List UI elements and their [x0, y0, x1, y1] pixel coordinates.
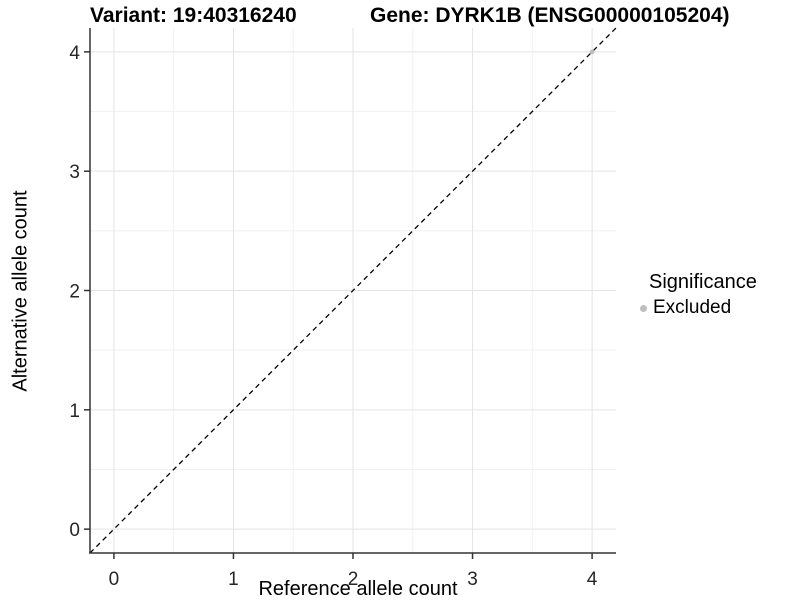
tick-marks — [84, 51, 593, 559]
plot-title-variant: Variant: 19:40316240 — [90, 4, 297, 27]
data-point — [589, 49, 595, 55]
svg-text:1: 1 — [69, 401, 80, 422]
x-axis-title: Reference allele count — [258, 578, 458, 600]
plot-title-gene: Gene: DYRK1B (ENSG00000105204) — [370, 4, 730, 27]
data-points — [589, 49, 595, 55]
svg-text:3: 3 — [467, 569, 478, 590]
svg-text:4: 4 — [69, 43, 80, 64]
major-gridlines — [90, 28, 616, 553]
identity-line — [89, 27, 617, 554]
x-tick-labels: 0 1 2 3 4 — [109, 569, 598, 590]
svg-text:0: 0 — [109, 569, 120, 590]
legend: Significance Excluded — [637, 271, 757, 319]
excluded-dot-icon — [640, 304, 647, 312]
svg-text:2: 2 — [69, 282, 80, 303]
legend-item-label: Excluded — [653, 297, 732, 318]
y-tick-labels: 0 1 2 3 4 — [69, 43, 80, 541]
legend-item-excluded: Excluded — [637, 297, 757, 319]
svg-text:1: 1 — [228, 569, 239, 590]
svg-text:0: 0 — [69, 520, 80, 541]
svg-text:2: 2 — [348, 569, 359, 590]
legend-title: Significance — [649, 271, 757, 293]
svg-text:4: 4 — [587, 569, 598, 590]
svg-text:3: 3 — [69, 162, 80, 183]
